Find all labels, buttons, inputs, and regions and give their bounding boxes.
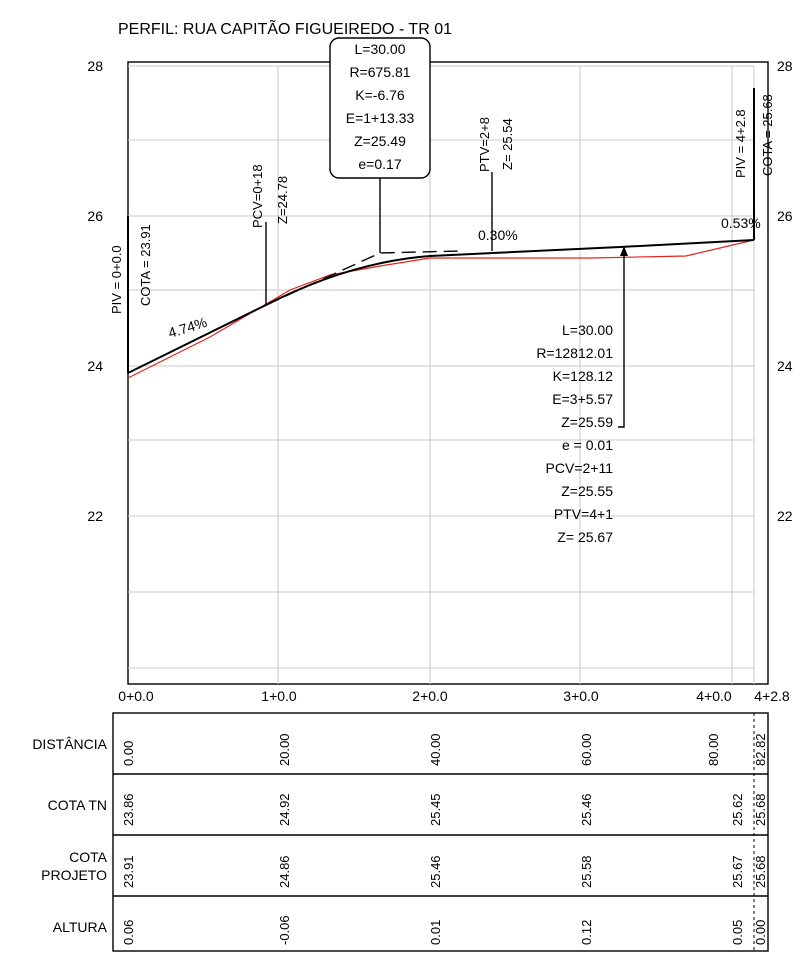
drawing-title: PERFIL: RUA CAPITÃO FIGUEIREDO - TR 01 (118, 18, 452, 38)
piv-end-label: PIV = 4+2.8 (733, 109, 748, 178)
curve2-z: Z=25.59 (561, 414, 613, 430)
cell-alt-0: 0.06 (121, 920, 136, 945)
row-label-distancia: DISTÂNCIA (32, 736, 107, 752)
cell-proj-3: 25.58 (579, 855, 594, 888)
cell-tn-4: 25.62 (730, 793, 745, 826)
cell-dist-0: 0.00 (121, 741, 136, 766)
y-label-28-left: 28 (87, 58, 103, 74)
row-label-projeto: PROJETO (41, 867, 107, 883)
project-line (127, 239, 755, 374)
cell-proj-4: 25.67 (730, 855, 745, 888)
curve1-z: Z=25.49 (354, 133, 406, 149)
x-label-4: 4+0.0 (696, 688, 732, 704)
piv-start-label: PIV = 0+0.0 (109, 245, 124, 314)
piv-start-cota: COTA = 23.91 (138, 224, 153, 306)
curve2-r: R=12812.01 (536, 345, 613, 361)
curve1-l: L=30.00 (355, 41, 406, 57)
y-label-28-right: 28 (777, 58, 793, 74)
grid (128, 65, 755, 684)
curve2-k: K=128.12 (553, 368, 614, 384)
cell-alt-4: 0.05 (730, 920, 745, 945)
cell-dist-4: 80.00 (706, 733, 721, 766)
cell-tn-5: 25.68 (753, 793, 768, 826)
cell-alt-5: 0.00 (753, 920, 768, 945)
pcv1-z: Z=24.78 (275, 176, 290, 224)
pcv1-label: PCV=0+18 (250, 164, 265, 228)
data-table (112, 712, 769, 952)
x-label-1: 1+0.0 (261, 688, 297, 704)
curve2-pcv: PCV=2+11 (546, 460, 614, 476)
ptv1-z: Z= 25.54 (500, 118, 515, 170)
cell-dist-1: 20.00 (277, 733, 292, 766)
row-label-cota-tn: COTA TN (48, 797, 107, 813)
y-label-26-left: 26 (87, 208, 103, 224)
curve2-e: E=3+5.57 (552, 391, 613, 407)
y-label-22-left: 22 (87, 508, 103, 524)
cell-dist-3: 60.00 (579, 733, 594, 766)
y-label-26-right: 26 (777, 208, 793, 224)
curve2-ee: e = 0.01 (562, 437, 613, 453)
curve2-ptv: PTV=4+1 (554, 506, 613, 522)
cell-dist-5: 82.82 (753, 733, 768, 766)
y-label-24-right: 24 (777, 358, 793, 374)
x-label-2: 2+0.0 (412, 688, 448, 704)
y-label-24-left: 24 (87, 358, 103, 374)
curve1-e: E=1+13.33 (346, 110, 415, 126)
cell-tn-1: 24.92 (277, 793, 292, 826)
curve2-ptv-z: Z= 25.67 (557, 529, 613, 545)
plot-frame (127, 61, 769, 685)
x-label-5: 4+2.8 (754, 688, 790, 704)
cell-proj-2: 25.46 (428, 855, 443, 888)
x-label-3: 3+0.0 (563, 688, 599, 704)
curve1-r: R=675.81 (349, 64, 410, 80)
cell-alt-1: -0.06 (277, 915, 292, 945)
tangent-dashed-line (265, 250, 461, 306)
piv-end-cota: COTA = 25.68 (760, 94, 775, 176)
curve1-k: K=-6.76 (355, 87, 405, 103)
cell-alt-2: 0.01 (428, 920, 443, 945)
cell-proj-0: 23.91 (121, 855, 136, 888)
ptv1-label: PTV=2+8 (477, 117, 492, 172)
cell-tn-0: 23.86 (121, 793, 136, 826)
row-label-altura: ALTURA (53, 919, 108, 935)
x-label-0: 0+0.0 (118, 688, 154, 704)
cell-dist-2: 40.00 (428, 733, 443, 766)
curve2-pcv-z: Z=25.55 (561, 483, 613, 499)
curve2-leader-arrow (620, 246, 628, 256)
curve1-ee: e=0.17 (358, 156, 401, 172)
curve2-l: L=30.00 (562, 322, 613, 338)
y-label-22-right: 22 (777, 508, 793, 524)
slope-2: 0.30% (478, 227, 518, 243)
cell-alt-3: 0.12 (579, 920, 594, 945)
cell-tn-3: 25.46 (579, 793, 594, 826)
row-label-cota: COTA (69, 849, 108, 865)
cell-proj-5: 25.68 (753, 855, 768, 888)
cell-proj-1: 24.86 (277, 855, 292, 888)
slope-3: 0.53% (721, 215, 761, 231)
curve2-leader (618, 246, 625, 428)
terrain-line (127, 239, 755, 379)
cell-tn-2: 25.45 (428, 793, 443, 826)
